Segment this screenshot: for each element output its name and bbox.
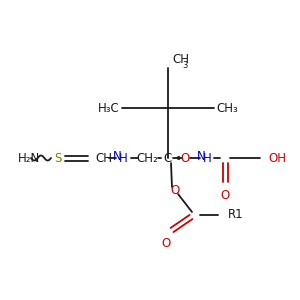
Text: OH: OH (268, 152, 286, 164)
Text: S: S (54, 152, 62, 164)
Text: H: H (202, 152, 211, 164)
Text: R1: R1 (228, 208, 244, 221)
Text: O: O (180, 152, 190, 164)
Text: C: C (164, 152, 172, 164)
Text: N: N (196, 151, 206, 164)
Text: CH: CH (172, 53, 189, 66)
Text: •: • (174, 152, 182, 166)
Text: O: O (170, 184, 180, 196)
Text: O: O (161, 237, 171, 250)
Text: CH₂: CH₂ (136, 152, 158, 164)
Text: N: N (112, 151, 122, 164)
Text: H₂N: H₂N (18, 152, 40, 164)
Text: CH₃: CH₃ (216, 101, 238, 115)
Text: 3: 3 (182, 61, 188, 70)
Text: CH: CH (95, 152, 112, 164)
Text: O: O (220, 189, 230, 202)
Text: H₃C: H₃C (98, 101, 120, 115)
Text: H: H (118, 152, 127, 164)
